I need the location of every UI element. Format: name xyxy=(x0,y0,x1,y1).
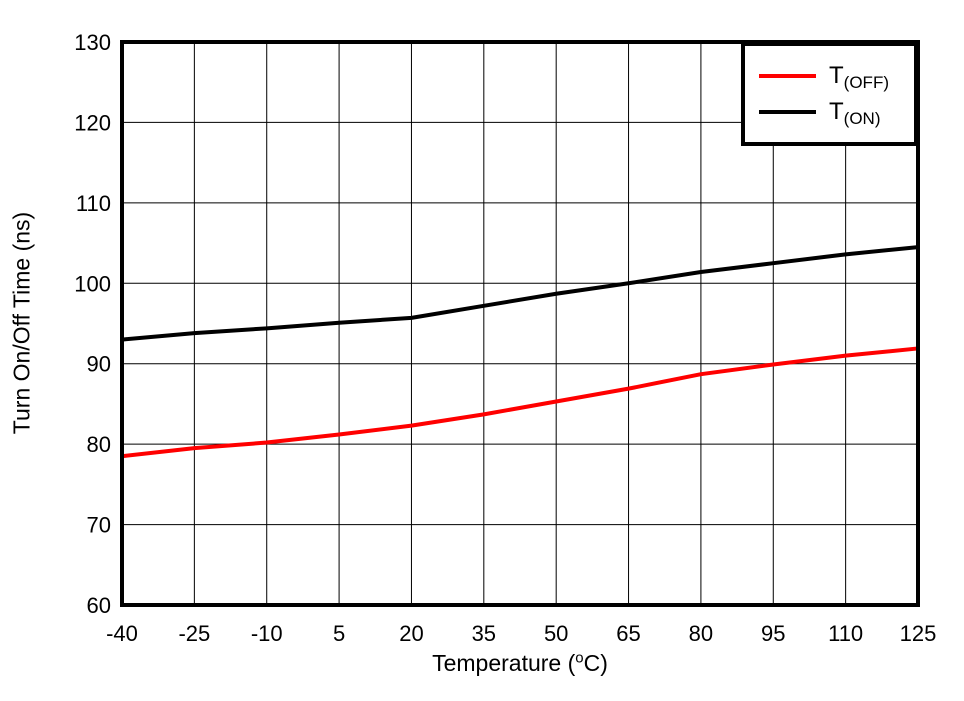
legend-swatch-toff-line xyxy=(759,74,816,78)
y-tick-label: 60 xyxy=(87,593,111,618)
y-tick-label: 70 xyxy=(87,513,111,538)
x-tick-label: 20 xyxy=(399,621,423,646)
legend-label-ton: T(ON) xyxy=(829,98,881,128)
x-tick-label: 5 xyxy=(333,621,345,646)
y-tick-label: 120 xyxy=(74,110,111,135)
legend: T(OFF) T(ON) xyxy=(741,42,918,146)
y-tick-label: 130 xyxy=(74,30,111,55)
legend-label-ton-main: T xyxy=(829,98,844,125)
x-tick-label: -40 xyxy=(106,621,138,646)
x-axis-title-unit: C) xyxy=(583,650,608,676)
degree-symbol: o xyxy=(575,649,584,667)
legend-swatch-ton-line xyxy=(759,110,816,114)
y-tick-label: 110 xyxy=(76,191,111,216)
x-tick-label: 80 xyxy=(689,621,713,646)
legend-item-toff: T(OFF) xyxy=(759,60,914,92)
y-tick-label: 90 xyxy=(87,352,111,377)
y-tick-label: 100 xyxy=(74,271,111,296)
y-tick-label: 80 xyxy=(87,432,111,457)
x-tick-label: 50 xyxy=(544,621,568,646)
y-axis-title: Turn On/Off Time (ns) xyxy=(8,211,35,435)
legend-label-toff-main: T xyxy=(829,62,844,89)
legend-label-toff: T(OFF) xyxy=(829,62,889,92)
x-tick-label: 95 xyxy=(761,621,785,646)
legend-label-toff-sub: (OFF) xyxy=(843,73,889,92)
x-axis-title: Temperature (oC) xyxy=(432,650,608,677)
series-line-ton xyxy=(121,245,919,342)
plot-frame xyxy=(120,40,920,607)
x-tick-label: 125 xyxy=(900,621,937,646)
x-tick-label: 110 xyxy=(828,621,863,646)
x-axis-title-text: Temperature ( xyxy=(432,650,576,676)
legend-item-ton: T(ON) xyxy=(759,96,914,128)
x-tick-label: -10 xyxy=(251,621,283,646)
x-tick-label: 65 xyxy=(616,621,640,646)
x-tick-label: 35 xyxy=(472,621,496,646)
x-tick-label: -25 xyxy=(178,621,210,646)
series-line-toff xyxy=(121,346,919,459)
legend-label-ton-sub: (ON) xyxy=(843,109,881,128)
